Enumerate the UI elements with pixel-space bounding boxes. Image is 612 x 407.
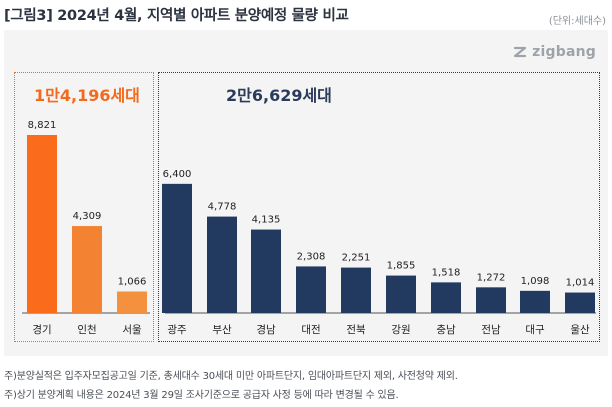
bar-11 [476, 287, 506, 313]
bar-value-label: 6,400 [163, 169, 192, 180]
unit-label: (단위:세대수) [548, 16, 606, 27]
bar-2 [72, 226, 102, 313]
bar-chart: 8,821 경기 4,309 인천 1,066 서울 6,400 광주 4,778 부산 4,135… [22, 120, 596, 336]
bar-4 [162, 183, 192, 313]
bar-value-label: 1,855 [387, 261, 416, 272]
bar-value-label: 4,135 [252, 215, 281, 226]
bar-5 [207, 216, 237, 313]
bar-10 [431, 282, 461, 313]
other-region-total: 2만6,629세대 [226, 86, 332, 105]
category-label: 전남 [481, 324, 501, 336]
category-label: 부산 [212, 324, 232, 336]
bar-value-label: 1,098 [521, 276, 550, 287]
bar-13 [565, 292, 595, 313]
category-label: 충남 [436, 324, 456, 336]
category-label: 대전 [301, 324, 320, 336]
category-label: 인천 [77, 324, 96, 336]
category-label: 경기 [32, 323, 51, 336]
category-label: 전북 [346, 324, 366, 336]
category-label: 경남 [256, 323, 276, 336]
bar-value-label: 1,272 [477, 272, 506, 283]
zigbang-logo: zigbang [512, 44, 596, 60]
bar-8 [341, 267, 371, 313]
category-label: 서울 [122, 324, 142, 336]
bar-1 [27, 135, 57, 313]
bar-12 [520, 290, 550, 313]
other-region-group-box [158, 72, 600, 342]
chart-title: [그림3] 2024년 4월, 지역별 아파트 분양예정 물량 비교 [4, 8, 349, 24]
bar-6 [251, 229, 281, 313]
zigbang-logo-icon [514, 46, 527, 58]
bar-value-label: 4,778 [208, 202, 237, 213]
footnote-2: 주)상기 분양계획 내용은 2024년 3월 29일 조사기준으로 공급자 사정… [4, 390, 399, 401]
bar-value-label: 8,821 [28, 120, 57, 131]
capital-region-group-box [14, 72, 154, 342]
category-label: 강원 [391, 324, 410, 336]
bar-value-label: 1,066 [118, 276, 147, 287]
category-label: 울산 [570, 324, 590, 336]
bar-9 [386, 275, 416, 313]
bar-7 [296, 266, 326, 313]
category-label: 광주 [167, 324, 187, 336]
bar-3 [117, 291, 147, 313]
bar-value-label: 1,518 [432, 267, 461, 278]
bar-value-label: 2,308 [297, 251, 326, 262]
footnote-1: 주)분양실적은 입주자모집공고일 기준, 총세대수 30세대 미만 아파트단지,… [4, 371, 458, 382]
capital-region-total: 1만4,196세대 [34, 86, 140, 105]
bar-value-label: 4,309 [73, 211, 102, 222]
bar-value-label: 2,251 [342, 253, 371, 264]
zigbang-logo-text: zigbang [532, 44, 596, 60]
bar-value-label: 1,014 [566, 278, 595, 289]
category-label: 대구 [525, 324, 545, 336]
